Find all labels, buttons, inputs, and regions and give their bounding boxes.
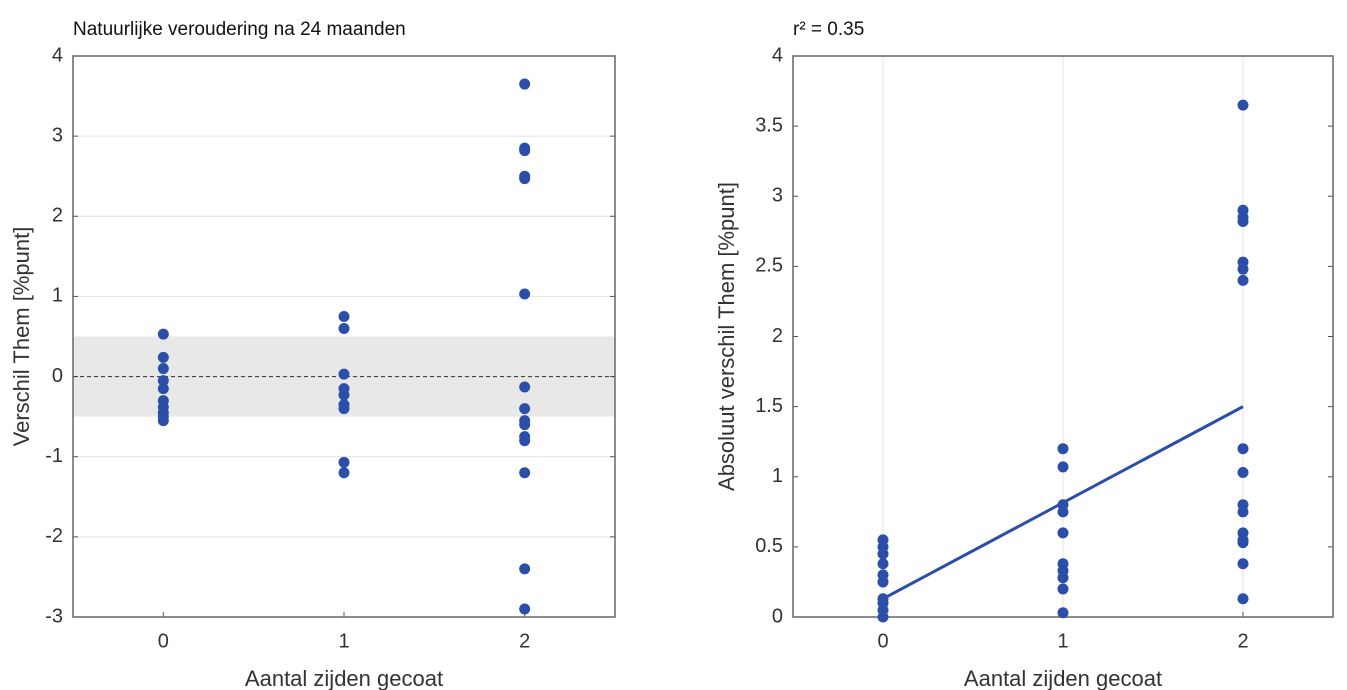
point [338,389,350,401]
point [519,381,531,393]
point [877,611,889,623]
point [1057,443,1069,455]
x-tick-label: 2 [1237,630,1248,652]
point [1237,506,1249,518]
chart-title: Natuurlijke veroudering na 24 maanden [73,19,406,40]
y-tick-label: 2 [772,325,783,347]
point [1057,527,1069,539]
y-tick-label: -1 [45,445,63,467]
point [1057,607,1069,619]
x-tick-label: 2 [519,630,530,652]
point [338,403,350,415]
point [877,576,889,588]
point [519,403,531,415]
y-axis-label: Absoluut verschil Them [%punt] [714,182,739,491]
y-axis-label: Verschil Them [%punt] [9,227,34,447]
x-tick-label: 0 [158,630,169,652]
point [519,145,531,157]
x-axis-label: Aantal zijden gecoat [964,666,1162,690]
chart-title: r² = 0.35 [793,19,864,40]
point [338,310,350,322]
point [338,322,350,334]
point [1237,558,1249,570]
point [1237,537,1249,549]
point [877,548,889,560]
y-tick-label: 3.5 [755,114,783,136]
y-tick-label: 4 [772,44,783,66]
point [519,419,531,431]
point [519,435,531,447]
point [338,368,350,380]
point [157,328,169,340]
point [1237,263,1249,275]
point [1057,583,1069,595]
y-tick-label: 2.5 [755,255,783,277]
y-tick-label: 0 [772,605,783,627]
point [157,383,169,395]
point [1237,274,1249,286]
point [519,563,531,575]
x-axis-label: Aantal zijden gecoat [245,666,443,690]
y-tick-label: -3 [45,605,63,627]
point [1237,593,1249,605]
y-tick-label: 0 [52,365,63,387]
point [519,173,531,185]
y-tick-label: 3 [772,185,783,207]
point [1237,215,1249,227]
y-tick-label: 0.5 [755,535,783,557]
point [877,558,889,570]
y-tick-label: 1.5 [755,395,783,417]
point [157,363,169,375]
x-tick-label: 1 [1057,630,1068,652]
point [157,415,169,427]
point [1237,99,1249,111]
point [519,78,531,90]
x-tick-label: 0 [877,630,888,652]
y-tick-label: 1 [772,465,783,487]
y-tick-label: 2 [52,205,63,227]
point [157,375,169,387]
x-tick-label: 1 [338,630,349,652]
point [519,288,531,300]
point [338,467,350,479]
y-tick-label: 3 [52,124,63,146]
point [1057,506,1069,518]
y-tick-label: 1 [52,285,63,307]
point [1237,443,1249,455]
point [1237,467,1249,479]
point [1057,461,1069,473]
y-tick-label: 4 [52,44,63,66]
point [519,603,531,615]
plot-frame [72,55,616,618]
point [1057,572,1069,584]
point [157,351,169,363]
y-tick-label: -2 [45,525,63,547]
point [338,456,350,468]
point [519,467,531,479]
